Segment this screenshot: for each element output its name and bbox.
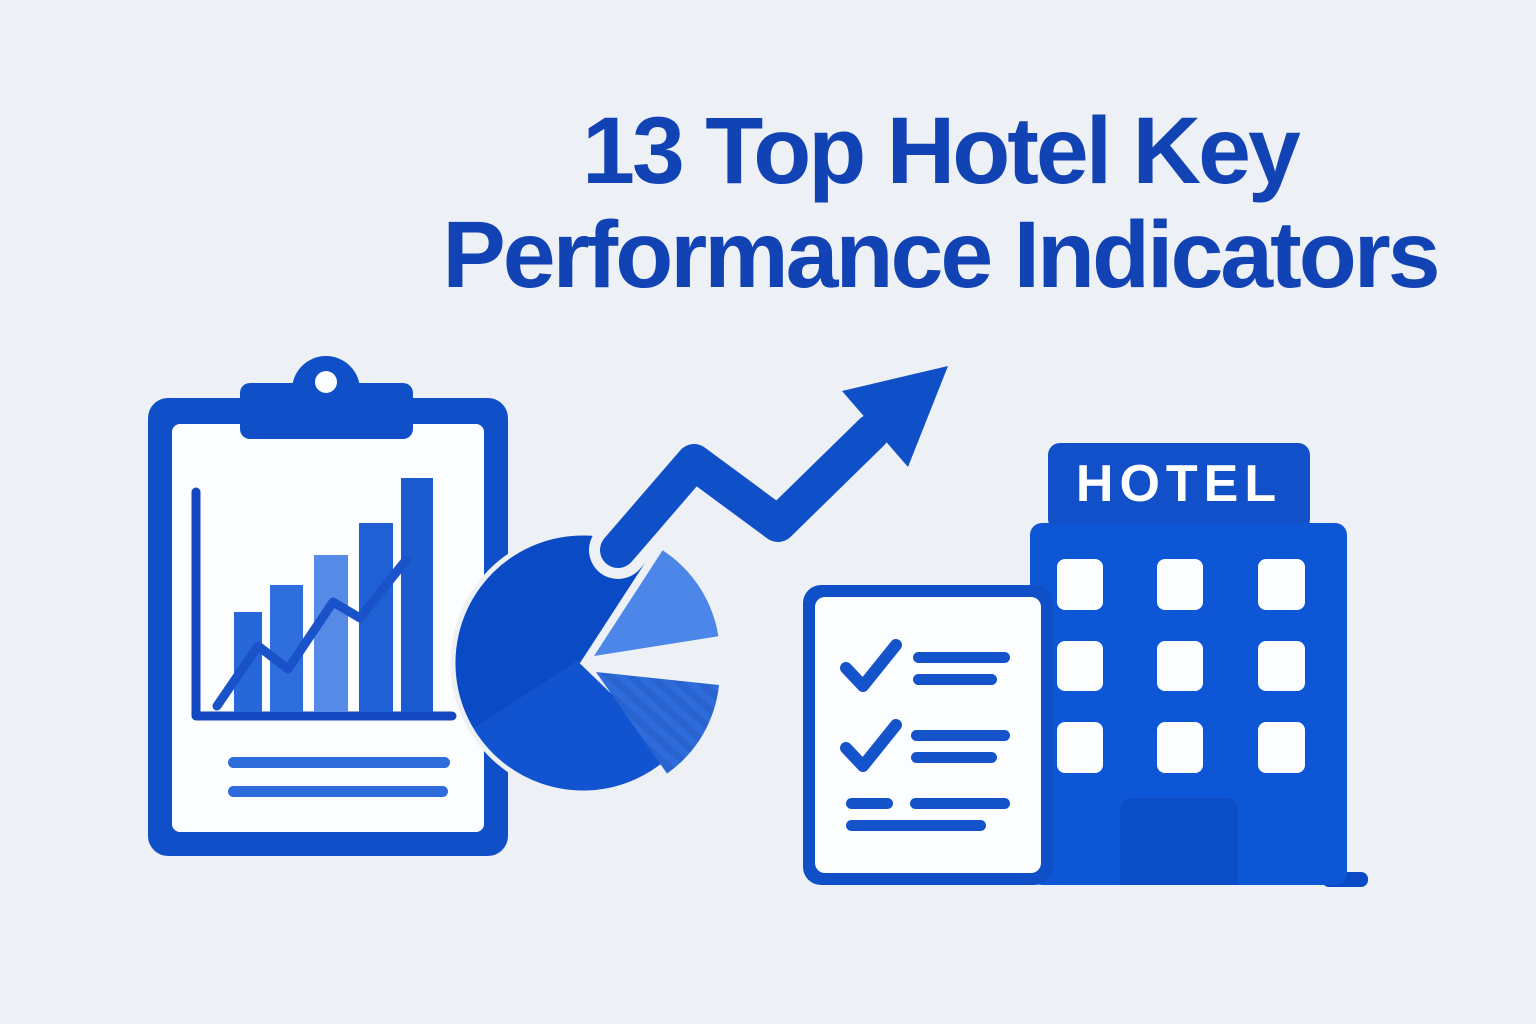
- checkmark-icon: [840, 719, 902, 772]
- checklist-icon: [803, 585, 1053, 885]
- arrow-shaft: [600, 414, 890, 568]
- clipboard-icon: [148, 356, 508, 856]
- hotel-window: [1258, 559, 1305, 610]
- checklist-line: [846, 798, 893, 809]
- trend-line: [212, 555, 411, 711]
- bar: [401, 478, 433, 712]
- text-placeholder-line: [228, 786, 448, 797]
- checklist-line: [913, 674, 997, 685]
- hotel-window: [1157, 722, 1203, 773]
- checkmark-icon: [840, 639, 902, 692]
- hotel-door: [1120, 798, 1238, 885]
- checklist-line: [913, 652, 1010, 663]
- hotel-sign-label: HOTEL: [1076, 455, 1282, 513]
- clipboard-clip-hole: [315, 371, 337, 393]
- pie-main-slice: [450, 530, 681, 796]
- growth-arrow-icon: [589, 366, 948, 579]
- chart-axes: [191, 487, 457, 721]
- hotel-building-icon: HOTEL: [1030, 443, 1368, 887]
- pie-slice-hatched: [596, 672, 719, 774]
- bar: [314, 555, 348, 712]
- page-title: 13 Top Hotel Key Performance Indicators: [300, 98, 1536, 308]
- hotel-window: [1057, 722, 1103, 773]
- pie-chart-icon: [450, 530, 719, 796]
- hotel-window: [1157, 641, 1203, 691]
- hotel-sign: [1048, 443, 1310, 531]
- arrow-head: [842, 366, 948, 467]
- title-line-2: Performance Indicators: [442, 201, 1440, 308]
- hotel-window: [1157, 559, 1203, 610]
- hotel-windows: [1057, 559, 1305, 773]
- title-line-1: 13 Top Hotel Key: [582, 98, 1301, 204]
- hotel-window: [1057, 559, 1103, 610]
- building-body: [1030, 523, 1347, 885]
- pie-slice-light: [594, 550, 719, 656]
- hotel-window: [1258, 722, 1305, 773]
- checklist-line: [910, 798, 1010, 809]
- hotel-window: [1258, 641, 1305, 691]
- clipboard-clip: [240, 383, 413, 439]
- checklist-line: [846, 820, 986, 831]
- checklist-line: [911, 730, 1010, 741]
- text-placeholder-line: [228, 757, 450, 768]
- checklist-line: [911, 752, 997, 763]
- hotel-window: [1057, 641, 1103, 691]
